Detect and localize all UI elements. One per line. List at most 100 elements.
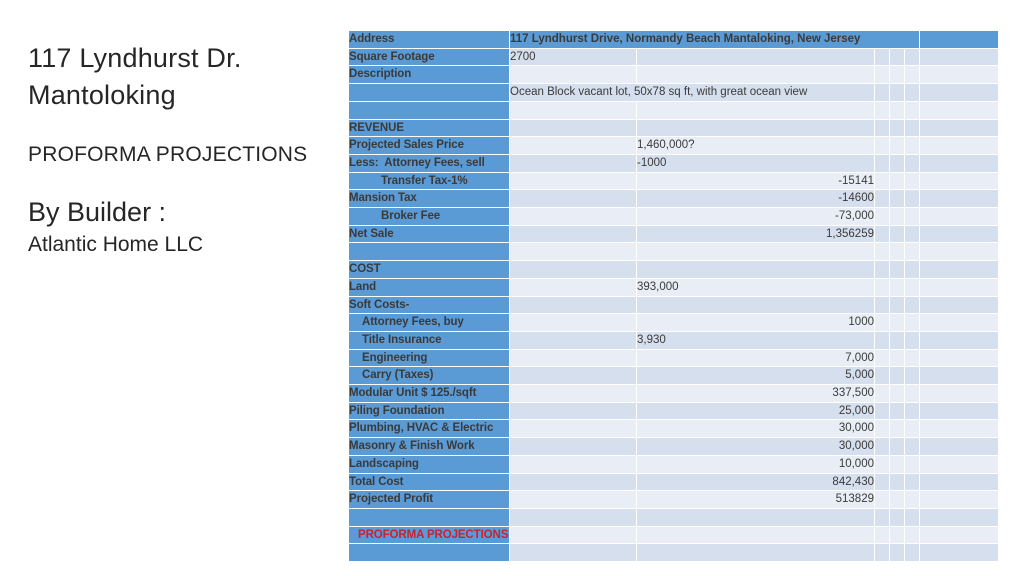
cell-col-g bbox=[920, 278, 998, 296]
builder-byline: By Builder : bbox=[28, 197, 167, 227]
builder-name: Atlantic Home LLC bbox=[28, 233, 204, 256]
cell-spacer bbox=[875, 385, 889, 402]
cell-spacer bbox=[890, 385, 904, 402]
cell-spacer bbox=[905, 119, 919, 137]
cell-spacer bbox=[890, 296, 904, 314]
cell-spacer bbox=[890, 84, 904, 101]
cell-col-c: -14600 bbox=[637, 190, 874, 208]
slide-subtitle: PROFORMA PROJECTIONS bbox=[28, 143, 308, 166]
table-row: Plumbing, HVAC & Electric 30,000 bbox=[349, 420, 998, 438]
row-label: Transfer Tax-1% bbox=[349, 172, 509, 190]
table-row: PROFORMA PROJECTIONS bbox=[349, 526, 998, 544]
cell-spacer bbox=[890, 119, 904, 137]
cell-spacer bbox=[875, 278, 889, 296]
proforma-table: Address 117 Lyndhurst Drive, Normandy Bea… bbox=[348, 30, 999, 563]
cell-col-b bbox=[510, 154, 636, 172]
cell-col-g bbox=[920, 402, 998, 420]
table-row: Transfer Tax-1% -15141 bbox=[349, 172, 998, 190]
cell-spacer bbox=[875, 473, 889, 491]
cell-col-c: 7,000 bbox=[637, 349, 874, 367]
slide-title: 117 Lyndhurst Dr. Mantoloking bbox=[28, 40, 242, 114]
cell-col-b: Ocean Block vacant lot, 50x78 sq ft, wit… bbox=[510, 84, 874, 101]
table-row: Net Sale 1,356259 bbox=[349, 225, 998, 243]
cell-col-c bbox=[637, 508, 874, 526]
cell-spacer bbox=[875, 172, 889, 190]
row-label: Square Footage bbox=[349, 48, 509, 66]
cell-spacer bbox=[890, 314, 904, 331]
table-row bbox=[349, 544, 998, 562]
cell-col-c: 1000 bbox=[637, 314, 874, 331]
table-row: Description bbox=[349, 66, 998, 84]
cell-spacer bbox=[905, 208, 919, 225]
cell-spacer bbox=[875, 101, 889, 119]
cell-spacer bbox=[875, 526, 889, 544]
cell-spacer bbox=[875, 491, 889, 508]
cell-spacer bbox=[905, 154, 919, 172]
row-label: Masonry & Finish Work bbox=[349, 438, 509, 455]
row-label: Soft Costs- bbox=[349, 296, 509, 314]
cell-spacer bbox=[905, 243, 919, 261]
cell-spacer bbox=[875, 154, 889, 172]
cell-col-c: 1,356259 bbox=[637, 225, 874, 243]
cell-spacer bbox=[890, 190, 904, 208]
cell-col-g bbox=[920, 314, 998, 331]
cell-col-c: 1,460,000? bbox=[637, 137, 874, 154]
cell-spacer bbox=[890, 420, 904, 438]
cell-spacer bbox=[905, 84, 919, 101]
table-row: Piling Foundation 25,000 bbox=[349, 402, 998, 420]
cell-col-g bbox=[920, 296, 998, 314]
cell-spacer bbox=[890, 455, 904, 473]
cell-spacer bbox=[890, 331, 904, 349]
cell-col-b bbox=[510, 296, 636, 314]
cell-spacer bbox=[905, 331, 919, 349]
cell-spacer bbox=[905, 101, 919, 119]
cell-spacer bbox=[890, 154, 904, 172]
table-row: COST bbox=[349, 261, 998, 278]
cell-col-g bbox=[920, 243, 998, 261]
cell-col-b bbox=[510, 190, 636, 208]
cell-spacer bbox=[890, 243, 904, 261]
row-label: Address bbox=[349, 31, 509, 48]
cell-col-b bbox=[510, 473, 636, 491]
cell-spacer bbox=[875, 402, 889, 420]
row-label: Projected Sales Price bbox=[349, 137, 509, 154]
cell-spacer bbox=[875, 438, 889, 455]
table-row: Masonry & Finish Work 30,000 bbox=[349, 438, 998, 455]
cell-col-b bbox=[510, 261, 636, 278]
cell-col-g bbox=[920, 208, 998, 225]
cell-col-g bbox=[920, 190, 998, 208]
cell-spacer bbox=[905, 526, 919, 544]
cell-col-c: -73,000 bbox=[637, 208, 874, 225]
cell-spacer bbox=[905, 402, 919, 420]
table-row: Square Footage 2700 bbox=[349, 48, 998, 66]
cell-col-g bbox=[920, 349, 998, 367]
cell-spacer bbox=[890, 225, 904, 243]
cell-spacer bbox=[905, 438, 919, 455]
slide-title-line2: Mantoloking bbox=[28, 80, 176, 110]
cell-col-b bbox=[510, 455, 636, 473]
row-label: Broker Fee bbox=[349, 208, 509, 225]
cell-col-g bbox=[920, 438, 998, 455]
table-row: Address 117 Lyndhurst Drive, Normandy Bea… bbox=[349, 31, 998, 48]
cell-spacer bbox=[875, 261, 889, 278]
cell-col-b bbox=[510, 508, 636, 526]
cell-col-b bbox=[510, 402, 636, 420]
table-row bbox=[349, 101, 998, 119]
cell-spacer bbox=[875, 119, 889, 137]
row-label: Net Sale bbox=[349, 225, 509, 243]
cell-col-c bbox=[637, 243, 874, 261]
cell-col-c: 25,000 bbox=[637, 402, 874, 420]
cell-col-g bbox=[920, 473, 998, 491]
cell-spacer bbox=[875, 331, 889, 349]
cell-col-c bbox=[637, 119, 874, 137]
cell-col-g bbox=[920, 491, 998, 508]
cell-col-b bbox=[510, 243, 636, 261]
cell-col-c bbox=[637, 48, 874, 66]
cell-spacer bbox=[905, 278, 919, 296]
cell-col-c: 3,930 bbox=[637, 331, 874, 349]
row-label bbox=[349, 243, 509, 261]
cell-spacer bbox=[905, 420, 919, 438]
cell-col-b bbox=[510, 526, 636, 544]
cell-col-g bbox=[920, 455, 998, 473]
cell-spacer bbox=[905, 473, 919, 491]
